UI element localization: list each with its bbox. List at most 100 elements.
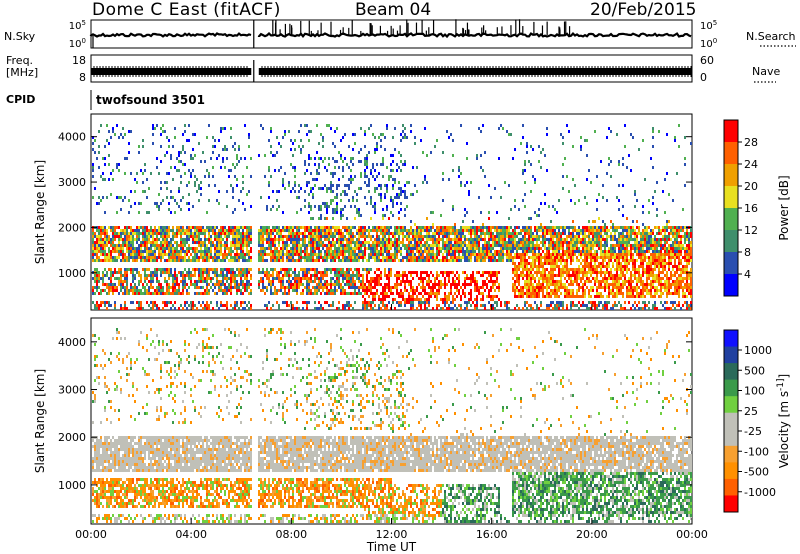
power-cell [334,274,336,277]
power-cell [512,238,514,241]
power-cell [474,253,476,256]
power-cell [178,244,180,247]
power-cell [368,226,370,229]
power-cell [484,304,486,307]
power-cell [324,301,326,304]
power-cell [386,256,388,259]
power-cell [408,181,410,184]
power-cell [528,235,530,238]
power-cell [428,274,430,277]
power-cell [408,247,410,250]
power-cell [464,283,466,286]
power-cell [308,238,310,241]
power-cell [316,277,318,280]
power-cell [326,187,328,190]
power-cell [140,202,142,205]
power-cell [140,277,142,280]
power-cell [214,139,216,142]
power-cell [514,232,516,235]
power-cell [440,214,442,217]
power-cell [170,307,172,310]
power-cell [424,286,426,289]
power-cell [170,250,172,253]
power-cell [508,226,510,229]
power-cell [96,307,98,310]
power-cell [118,280,120,283]
power-cell [196,283,198,286]
power-cell [326,253,328,256]
power-cell [160,274,162,277]
power-cell [238,256,240,259]
power-cell [270,307,272,310]
power-cell [286,292,288,295]
power-cell [276,292,278,295]
power-cell [172,304,174,307]
power-cell [332,184,334,187]
power-cell [100,247,102,250]
power-cell [376,187,378,190]
power-cell [444,232,446,235]
power-cell [438,247,440,250]
power-cell [490,238,492,241]
power-cell [364,196,366,199]
power-cell [514,148,516,151]
power-cell [316,172,318,175]
power-cell [484,271,486,274]
power-cell [310,244,312,247]
power-cell [332,235,334,238]
power-cell [336,187,338,190]
power-cell [208,304,210,307]
power-cell [394,178,396,181]
power-cell [456,229,458,232]
power-cell [352,259,354,262]
power-cell [154,229,156,232]
power-cell [300,151,302,154]
power-cell [432,307,434,310]
power-cell [96,277,98,280]
power-cell [150,271,152,274]
power-cell [110,172,112,175]
power-cell [292,226,294,229]
power-cell [450,253,452,256]
power-cell [268,232,270,235]
power-cell [364,145,366,148]
power-cell [298,238,300,241]
power-cell [516,286,518,289]
power-cell [528,256,530,259]
power-cell [318,256,320,259]
power-cell [102,283,104,286]
power-cell [478,196,480,199]
power-cell [474,250,476,253]
power-cell [484,226,486,229]
power-cell [232,190,234,193]
power-cell [336,283,338,286]
power-cell [184,124,186,127]
power-cell [226,247,228,250]
power-cell [276,259,278,262]
power-cell [480,166,482,169]
power-cell [196,190,198,193]
power-cell [332,292,334,295]
power-cell [396,202,398,205]
power-cell [398,271,400,274]
power-cell [300,247,302,250]
power-cell [350,181,352,184]
power-cell [348,286,350,289]
power-cell [232,211,234,214]
power-cell [480,247,482,250]
power-cell [526,289,528,292]
power-cell [152,256,154,259]
power-cell [480,292,482,295]
power-cell [168,241,170,244]
power-cell [388,178,390,181]
power-cell [528,238,530,241]
power-cell [188,271,190,274]
power-cell [232,271,234,274]
power-cell [230,259,232,262]
power-cell [268,247,270,250]
power-cell [150,307,152,310]
power-cell [218,247,220,250]
power-cell [92,238,94,241]
power-cell [122,232,124,235]
power-cell [334,166,336,169]
